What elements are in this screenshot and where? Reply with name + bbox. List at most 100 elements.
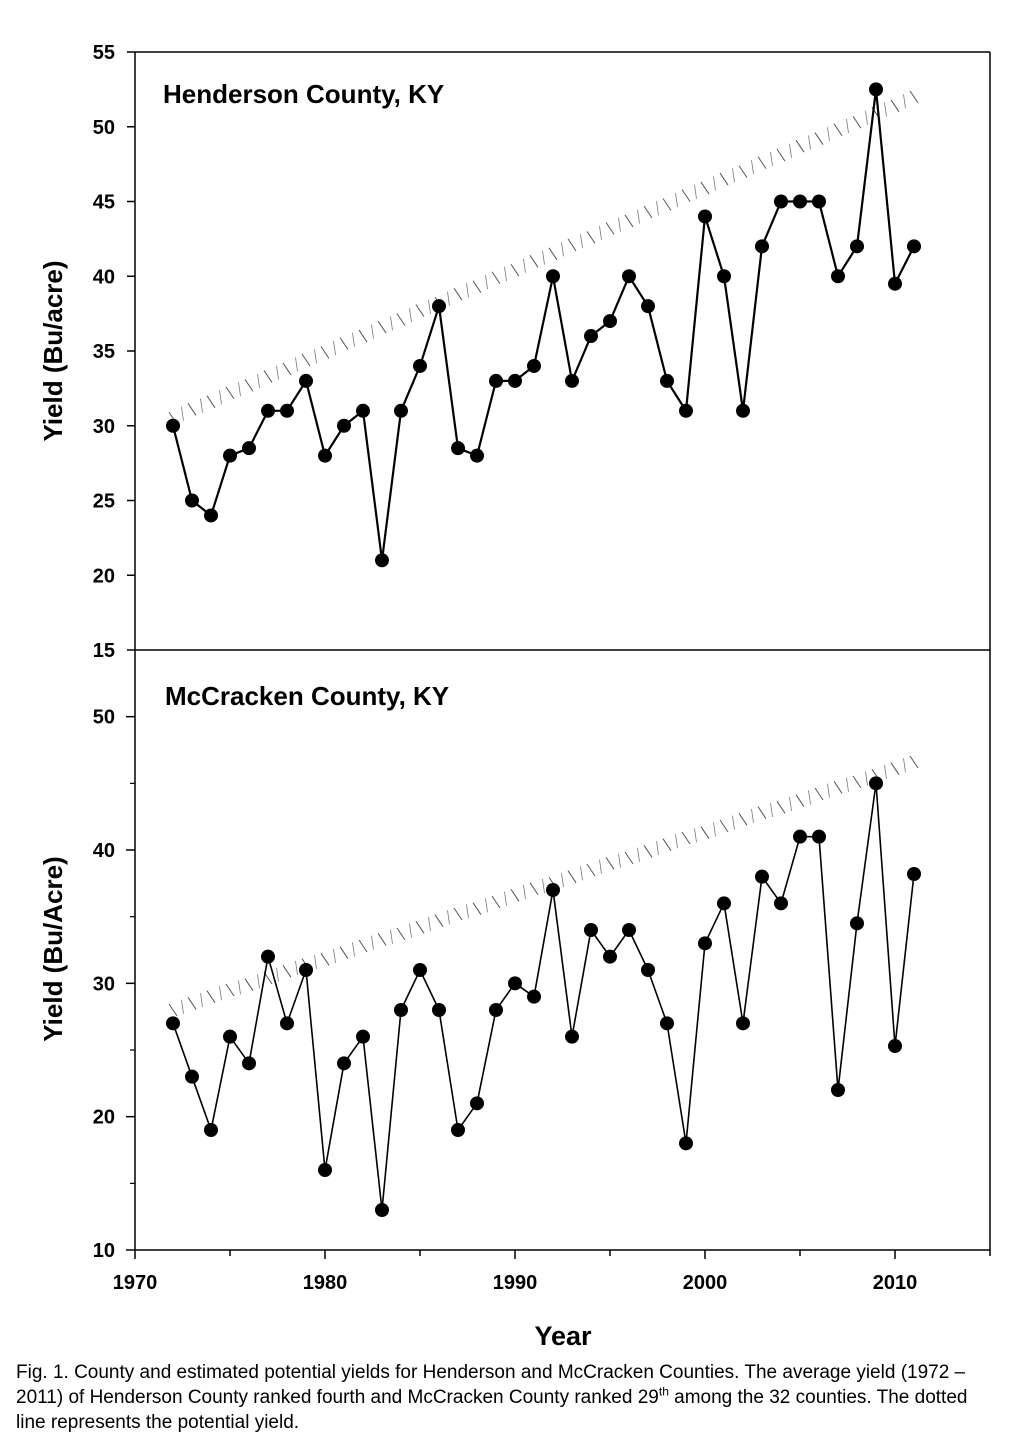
county-yield-point [907,867,921,881]
potential-yield-mark [663,839,671,851]
potential-yield-mark [530,883,538,895]
county-yield-point [489,374,503,388]
county-yield-point [508,374,522,388]
county-yield-point [356,404,370,418]
county-yield-point [508,976,522,990]
county-yield-point [888,1039,902,1053]
potential-yield-mark [771,152,773,166]
x-tick-label: 1980 [303,1272,348,1294]
county-yield-point [641,299,655,313]
x-tick-label: 2000 [683,1272,728,1294]
county-yield-point [774,195,788,209]
county-yield-point [584,329,598,343]
county-yield-point [603,950,617,964]
y-tick-label: 30 [93,416,115,438]
county-yield-point [622,923,636,937]
potential-yield-mark [530,255,538,267]
potential-yield-mark [891,763,899,775]
potential-yield-mark [188,997,196,1009]
potential-yield-mark [296,961,298,975]
potential-yield-mark [866,772,868,786]
potential-yield-mark [720,173,728,185]
potential-yield-mark [790,797,792,811]
y-tick-label: 20 [93,565,115,587]
potential-yield-mark [334,949,336,963]
potential-yield-mark [454,908,462,920]
county-yield-point [470,1096,484,1110]
potential-yield-mark [885,103,887,117]
potential-yield-mark [182,1000,184,1014]
potential-yield-mark [638,209,640,223]
potential-yield-mark [277,968,279,982]
potential-yield-mark [188,403,196,415]
y-tick-label: 15 [93,640,115,662]
county-yield-point [451,1123,465,1137]
county-yield-point [755,239,769,253]
potential-yield-mark [321,346,329,358]
potential-yield-mark [220,390,222,404]
potential-yield-mark [264,370,272,382]
county-yield-point [736,404,750,418]
potential-yield-mark [714,822,716,836]
county-yield-point [679,404,693,418]
potential-yield-mark [239,980,241,994]
potential-yield-mark [340,947,348,959]
chart-mccracken: McCracken County, KY Yield (Bu/Acre) 102… [38,681,921,1262]
potential-yield-mark [416,921,424,933]
figure-caption: Fig. 1. County and estimated potential y… [16,1360,1001,1435]
potential-yield-mark [796,795,804,807]
potential-yield-mark [220,986,222,1000]
chart-title-mccracken: McCracken County, KY [165,681,449,711]
county-yield-point [850,916,864,930]
potential-yield-mark [657,201,659,215]
county-yield-point [698,936,712,950]
potential-yield-mark [657,841,659,855]
potential-yield-mark [359,940,367,952]
potential-yield-mark [904,758,906,772]
potential-yield-mark [644,206,652,218]
potential-yield-mark [226,984,234,996]
y-axis-ticks-henderson: 15 20 25 30 35 40 45 50 55 [93,42,135,662]
y-tick-label: 35 [93,341,115,363]
potential-yield-mark [391,930,393,944]
y-tick-label: 45 [93,192,115,214]
potential-yield-mark [568,871,576,883]
potential-yield-mark [758,807,766,819]
potential-yield-mark [834,781,842,793]
chart-title-henderson: Henderson County, KY [163,79,444,109]
county-yield-point [888,277,902,291]
potential-yield-mark [777,801,785,813]
potential-yield-mark [847,778,849,792]
potential-yield-mark [771,803,773,817]
potential-yield-mark [847,119,849,133]
county-yield-point [717,896,731,910]
potential-yield-mark [625,852,633,864]
potential-yield-mark [606,222,614,234]
potential-yield-mark [315,349,317,363]
potential-yield-mark [207,396,215,408]
county-yield-point [337,419,351,433]
y-axis-ticks-mccracken: 1020304050 [93,707,135,1262]
potential-yield-mark [416,305,424,317]
y-tick-label: 50 [93,117,115,139]
potential-yield-mark [625,215,633,227]
county-yield-point [869,82,883,96]
potential-yield-mark [733,168,735,182]
potential-yield-mark [701,182,709,194]
potential-yield-mark [258,374,260,388]
y-tick-label: 10 [93,1240,115,1262]
potential-yield-mark [752,160,754,174]
county-yield-point [394,1003,408,1017]
county-yield-point [603,314,617,328]
potential-yield-mark [568,239,576,251]
county-yield-point [318,449,332,463]
county-yield-point [204,1123,218,1137]
potential-yield-mark [739,166,747,178]
potential-yield-mark [910,91,918,103]
potential-yield-mark [720,820,728,832]
y-tick-label: 40 [93,840,115,862]
potential-yield-mark [410,308,412,322]
potential-yield-mark [378,321,386,333]
potential-yield-mark [353,942,355,956]
county-yield-point [565,374,579,388]
